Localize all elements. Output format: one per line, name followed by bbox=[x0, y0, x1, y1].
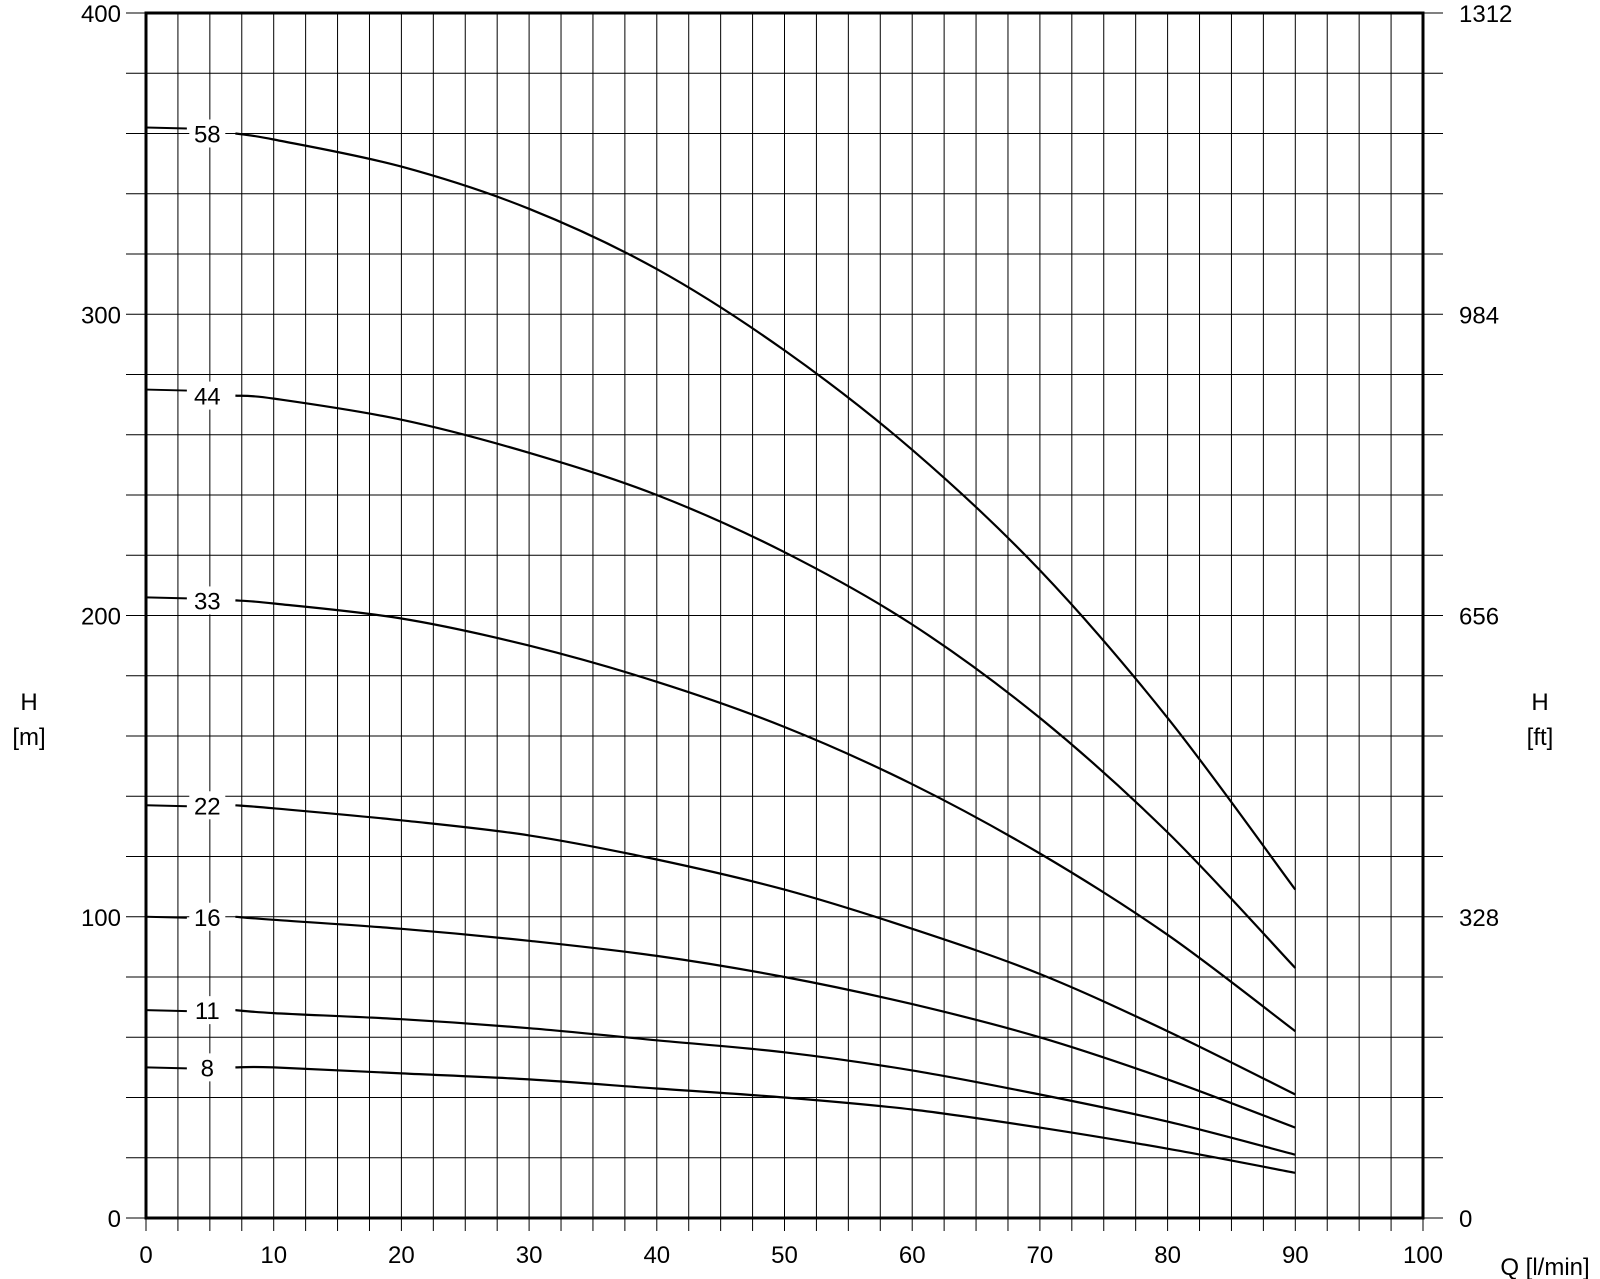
y-tick-label-right: 328 bbox=[1459, 905, 1499, 932]
series-leader-33 bbox=[145, 596, 187, 600]
tick-labels: 0 10 20 30 40 50 60 70 80 90 100 0 100 200 300 400 0 328 6… bbox=[81, 1, 1512, 1269]
x-tick-label: 80 bbox=[1154, 1242, 1181, 1269]
series-curve-22 bbox=[235, 804, 1296, 1096]
y-tick-label-left: 100 bbox=[81, 905, 121, 932]
series-label-58: 58 bbox=[194, 122, 221, 149]
x-tick-label: 90 bbox=[1282, 1242, 1309, 1269]
series-label-bg-58 bbox=[189, 119, 226, 148]
series-leader-8 bbox=[145, 1066, 187, 1070]
x-tick-label: 50 bbox=[771, 1242, 798, 1269]
y-tick-label-left: 400 bbox=[81, 1, 121, 28]
x-tick-label: 70 bbox=[1027, 1242, 1054, 1269]
series-label-11: 11 bbox=[195, 998, 220, 1025]
x-tick-label: 20 bbox=[388, 1242, 415, 1269]
x-tick-label: 100 bbox=[1403, 1242, 1443, 1269]
y-tick-label-right: 0 bbox=[1459, 1206, 1472, 1233]
x-tick-label: 10 bbox=[260, 1242, 287, 1269]
series-label-bg-33 bbox=[189, 586, 226, 615]
y-tick-label-left: 200 bbox=[81, 604, 121, 631]
series-leader-16 bbox=[145, 915, 187, 919]
series-curve-8 bbox=[235, 1065, 1296, 1174]
series-leader-22 bbox=[145, 804, 187, 808]
series-curve-16 bbox=[235, 915, 1296, 1129]
series-leader-58 bbox=[145, 126, 187, 130]
series-lines bbox=[145, 126, 1297, 1174]
series-label-bg-16 bbox=[189, 902, 226, 931]
series-label-16: 16 bbox=[194, 905, 221, 932]
grid bbox=[146, 13, 1423, 1218]
series-leader-44 bbox=[145, 388, 187, 392]
series-curve-44 bbox=[235, 394, 1297, 969]
series-leader-11 bbox=[145, 1009, 187, 1013]
series-label-44: 44 bbox=[194, 384, 221, 411]
x-axis-label: Q [l/min] bbox=[1500, 1254, 1589, 1279]
series-label-22: 22 bbox=[194, 793, 221, 820]
axis-ticks bbox=[126, 12, 1443, 1231]
y-tick-label-right: 656 bbox=[1459, 604, 1499, 631]
y-axis-left-unit: [m] bbox=[12, 724, 45, 751]
series-label-8: 8 bbox=[201, 1055, 214, 1082]
series-label-bg-8 bbox=[189, 1053, 226, 1082]
x-tick-label: 30 bbox=[516, 1242, 543, 1269]
y-axis-right-unit: [ft] bbox=[1527, 724, 1554, 751]
series-label-bg-44 bbox=[189, 381, 226, 410]
series-curve-33 bbox=[235, 599, 1296, 1033]
series-label-bg-11 bbox=[189, 996, 226, 1025]
series-label-33: 33 bbox=[194, 588, 221, 615]
series-curve-11 bbox=[235, 1009, 1296, 1156]
y-axis-right-symbol: H bbox=[1531, 689, 1548, 716]
x-tick-label: 60 bbox=[899, 1242, 926, 1269]
x-tick-label: 0 bbox=[139, 1242, 152, 1269]
y-tick-label-right: 984 bbox=[1459, 302, 1499, 329]
y-tick-label-right: 1312 bbox=[1459, 1, 1512, 28]
y-axis-left-symbol: H bbox=[20, 689, 37, 716]
y-tick-label-left: 0 bbox=[108, 1206, 121, 1233]
series-curve-58 bbox=[235, 132, 1297, 891]
series-label-bg-22 bbox=[189, 791, 226, 820]
y-tick-label-left: 300 bbox=[81, 302, 121, 329]
x-tick-label: 40 bbox=[643, 1242, 670, 1269]
